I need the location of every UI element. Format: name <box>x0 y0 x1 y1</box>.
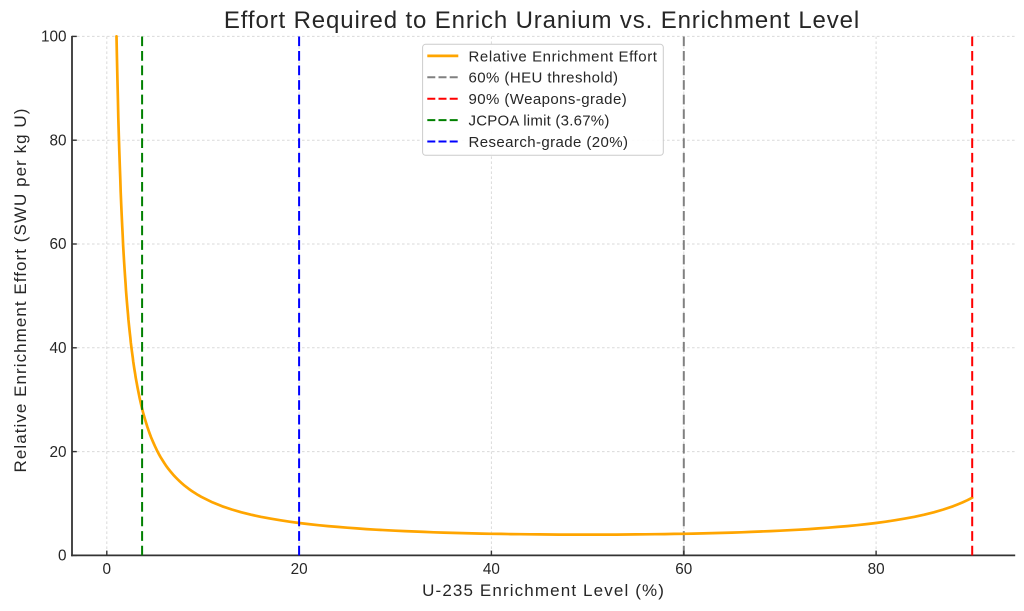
svg-text:0: 0 <box>103 561 112 578</box>
svg-text:20: 20 <box>291 561 308 578</box>
svg-text:JCPOA limit (3.67%): JCPOA limit (3.67%) <box>469 113 610 130</box>
svg-text:40: 40 <box>483 561 500 578</box>
svg-text:Effort Required to Enrich Uran: Effort Required to Enrich Uranium vs. En… <box>224 7 860 34</box>
svg-text:100: 100 <box>41 29 67 46</box>
svg-text:Relative Enrichment Effort (SW: Relative Enrichment Effort (SWU per kg U… <box>11 108 30 473</box>
svg-text:60: 60 <box>49 236 66 253</box>
svg-text:Research-grade (20%): Research-grade (20%) <box>469 134 629 151</box>
svg-text:80: 80 <box>49 132 66 149</box>
svg-text:0: 0 <box>58 548 67 565</box>
svg-text:90% (Weapons-grade): 90% (Weapons-grade) <box>469 91 628 108</box>
svg-text:20: 20 <box>49 444 66 461</box>
svg-text:Relative Enrichment Effort: Relative Enrichment Effort <box>469 48 658 65</box>
svg-text:40: 40 <box>49 340 66 357</box>
svg-text:60: 60 <box>675 561 692 578</box>
svg-text:U-235 Enrichment Level (%): U-235 Enrichment Level (%) <box>422 581 665 600</box>
svg-text:60% (HEU threshold): 60% (HEU threshold) <box>469 70 619 87</box>
svg-text:80: 80 <box>868 561 885 578</box>
